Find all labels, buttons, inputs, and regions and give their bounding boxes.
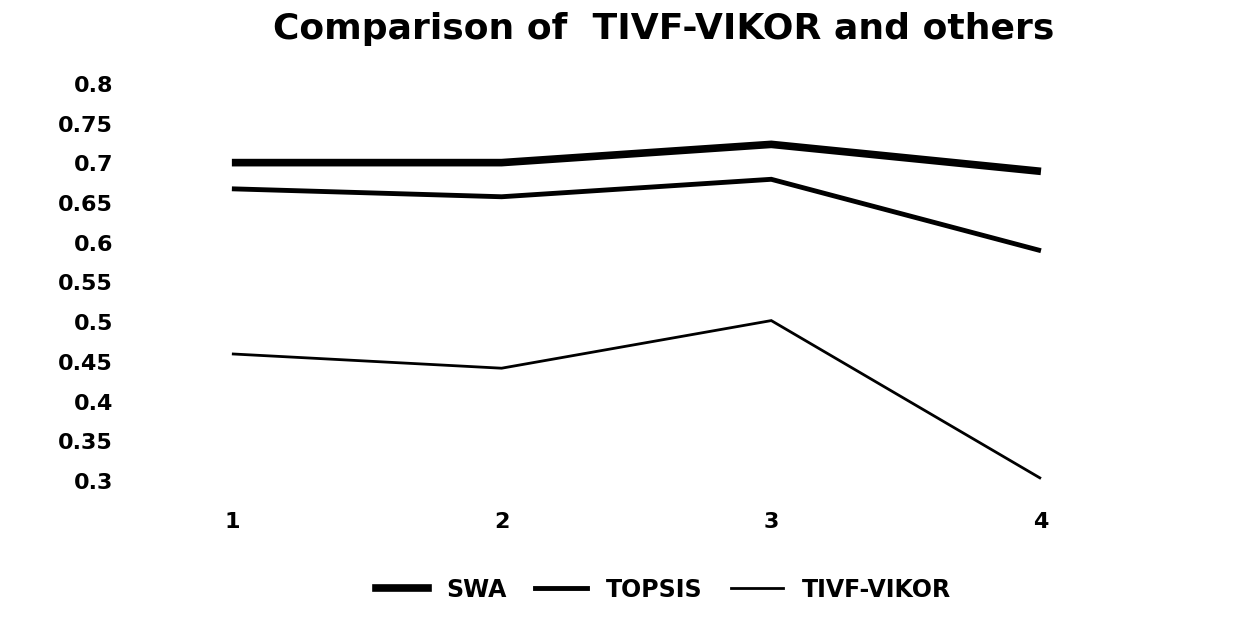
Title: Comparison of  TIVF-VIKOR and others: Comparison of TIVF-VIKOR and others — [273, 12, 1054, 46]
Legend: SWA, TOPSIS, TIVF-VIKOR: SWA, TOPSIS, TIVF-VIKOR — [366, 568, 961, 611]
